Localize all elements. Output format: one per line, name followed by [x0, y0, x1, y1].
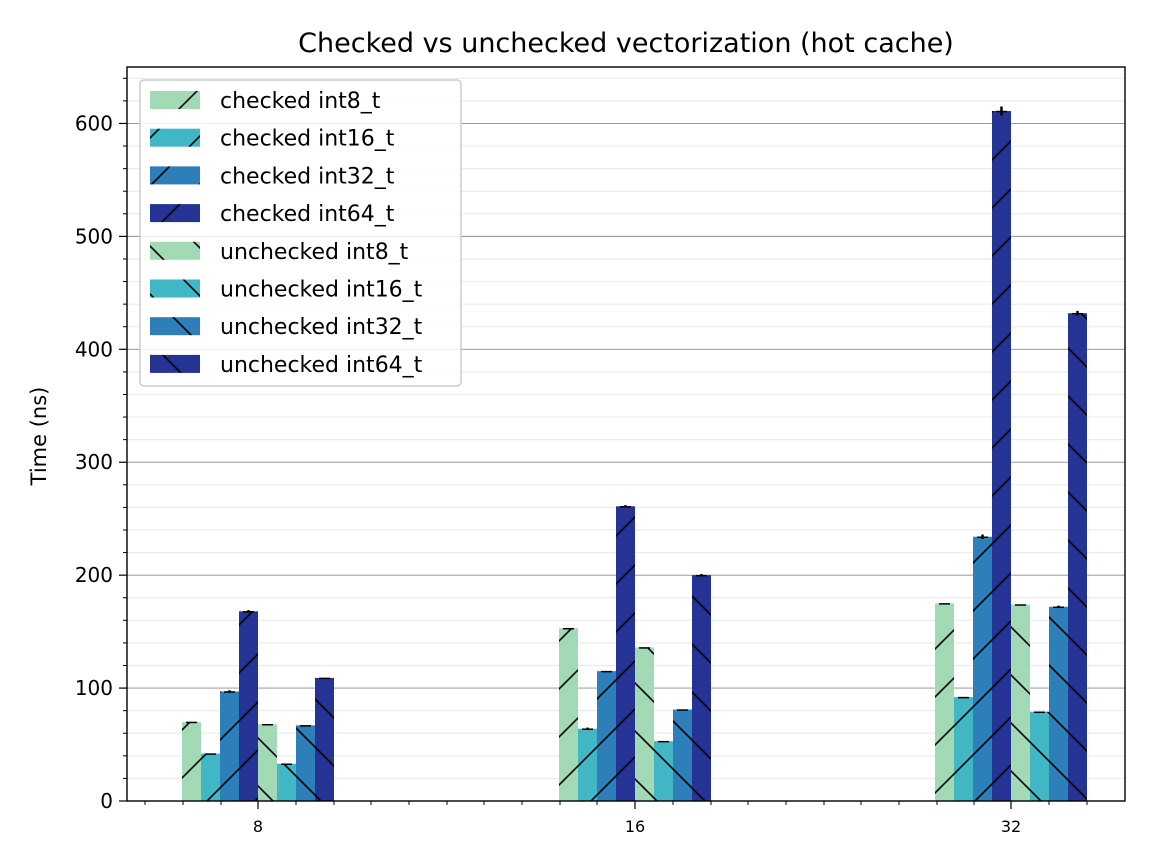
legend-swatch: [150, 279, 200, 298]
grid-lines: [127, 77, 1125, 780]
x-tick-label: 16: [625, 817, 645, 836]
bar: [673, 709, 692, 801]
legend-label: checked int8_t: [220, 89, 381, 114]
bar: [296, 725, 315, 801]
y-axis-label: Time (ns): [27, 387, 51, 487]
bar: [559, 628, 578, 801]
bar: [616, 506, 635, 801]
legend-swatch: [150, 241, 200, 260]
bar: [973, 536, 992, 801]
legend-swatch: [150, 166, 200, 185]
y-tick-label: 200: [75, 563, 113, 587]
bar: [954, 697, 973, 801]
legend-swatch: [150, 317, 200, 336]
bar: [182, 721, 201, 801]
chart-title: Checked vs unchecked vectorization (hot …: [298, 28, 954, 59]
legend-swatch: [150, 91, 200, 109]
bar: [1068, 313, 1087, 801]
legend-label: checked int32_t: [220, 164, 395, 189]
legend-label: checked int64_t: [220, 202, 395, 227]
bar: [1049, 606, 1068, 801]
bars-group: [182, 106, 1087, 802]
bar: [992, 111, 1011, 802]
legend-label: unchecked int16_t: [220, 278, 423, 303]
legend-box: [139, 79, 462, 387]
x-tick-label: 8: [253, 817, 263, 836]
y-tick-label: 500: [75, 224, 113, 248]
y-tick-label: 100: [75, 676, 113, 700]
legend-label: unchecked int8_t: [220, 240, 409, 265]
bar: [1030, 711, 1049, 801]
bar: [597, 671, 616, 801]
bar: [277, 763, 296, 801]
bar: [635, 647, 654, 801]
bar: [201, 753, 220, 801]
y-tick-label: 400: [75, 337, 113, 361]
bar: [654, 741, 673, 801]
legend-label: unchecked int32_t: [220, 315, 423, 340]
axes-group: 0 100 200 300 400 500 600 8 16 32: [75, 66, 1126, 836]
legend-swatch: [150, 128, 200, 147]
bar: [578, 728, 597, 801]
y-tick-label: 0: [100, 789, 113, 813]
y-tick-label: 600: [75, 111, 113, 135]
bar: [220, 691, 239, 801]
bar: [315, 677, 334, 801]
bar: [258, 724, 277, 801]
x-tick-label: 32: [1001, 817, 1021, 836]
bar: [1011, 604, 1030, 801]
legend-label: unchecked int64_t: [220, 353, 423, 378]
plot-frame: [126, 66, 1126, 802]
legend-swatch: [150, 354, 200, 373]
bar: [935, 603, 954, 801]
y-tick-label: 300: [75, 450, 113, 474]
legend-swatch: [150, 204, 200, 223]
bar: [239, 611, 258, 801]
bar: [692, 575, 711, 801]
legend-label: checked int16_t: [220, 127, 395, 152]
